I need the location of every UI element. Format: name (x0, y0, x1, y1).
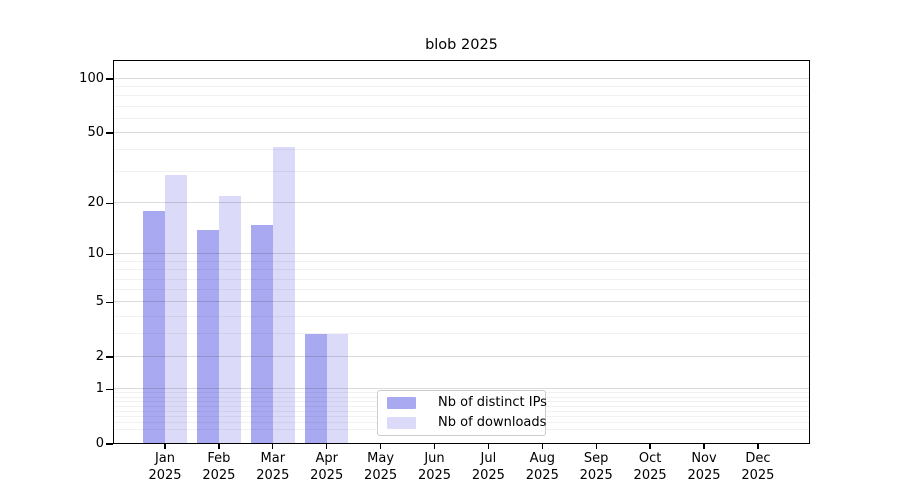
y-tick-mark-5 (106, 301, 113, 303)
legend: Nb of distinct IPs Nb of downloads (377, 390, 547, 436)
x-tick-mark-oct (649, 444, 651, 449)
y-tick-label-1: 1 (95, 381, 104, 397)
gridline-major-50 (113, 132, 810, 133)
x-tick-mark-may (379, 444, 382, 449)
legend-swatch-distinct-ips (387, 397, 416, 409)
x-tick-mark-feb (218, 444, 220, 449)
gridline-minor-4 (113, 315, 810, 317)
y-tick-label-2: 2 (95, 349, 104, 365)
gridline-minor-8 (113, 269, 810, 271)
x-tick-mark-jun (433, 444, 436, 449)
x-tick-label-mar: Mar 2025 (256, 451, 290, 483)
plot-area (113, 60, 810, 444)
x-tick-label-jun: Jun 2025 (417, 451, 452, 483)
x-tick-mark-jan (164, 444, 166, 449)
bar-distinct-ips-apr (304, 334, 327, 444)
bar-downloads-mar (272, 146, 295, 444)
x-tick-mark-dec (757, 444, 759, 449)
y-tick-mark-50 (106, 132, 113, 134)
gridline-major-5 (113, 301, 810, 303)
legend-label-distinct-ips: Nb of distinct IPs (438, 395, 547, 410)
gridline-major-20 (113, 202, 810, 204)
legend-item-distinct-ips: Nb of distinct IPs (387, 393, 547, 413)
y-tick-label-20: 20 (87, 195, 104, 211)
x-tick-label-jul: Jul 2025 (471, 451, 505, 483)
bar-downloads-feb (218, 196, 241, 444)
gridline-minor-30 (113, 171, 810, 173)
x-tick-label-sep: Sep 2025 (579, 451, 613, 483)
y-tick-label-5: 5 (95, 294, 104, 310)
chart-title: blob 2025 (425, 37, 498, 53)
y-tick-label-10: 10 (87, 246, 104, 262)
bar-distinct-ips-mar (251, 224, 273, 444)
gridline-minor-80 (113, 95, 810, 97)
x-tick-label-nov: Nov 2025 (687, 451, 721, 483)
y-tick-mark-2 (106, 356, 113, 358)
bar-distinct-ips-jan (143, 211, 165, 444)
y-tick-label-100: 100 (79, 71, 104, 86)
x-tick-mark-nov (703, 444, 705, 449)
x-tick-label-jan: Jan 2025 (148, 451, 182, 483)
y-tick-label-0: 0 (95, 436, 104, 451)
x-tick-mark-aug (541, 444, 543, 449)
y-tick-label-50: 50 (87, 125, 104, 140)
gridline-major-2 (113, 356, 810, 358)
x-tick-label-dec: Dec 2025 (741, 451, 775, 483)
bar-downloads-apr (326, 334, 349, 444)
y-tick-mark-1 (106, 388, 113, 390)
gridline-minor-6 (113, 289, 810, 291)
gridline-major-1 (113, 388, 810, 390)
y-tick-mark-20 (106, 202, 113, 204)
gridline-minor-70 (113, 105, 810, 107)
gridline-minor-9 (113, 260, 810, 262)
gridline-minor-40 (113, 149, 810, 151)
x-tick-mark-apr (326, 444, 328, 449)
x-tick-label-oct: Oct 2025 (633, 451, 667, 483)
bar-downloads-jan (165, 175, 187, 444)
y-tick-mark-100 (106, 78, 113, 80)
bar-distinct-ips-feb (197, 229, 219, 444)
gridline-minor-3 (113, 333, 810, 335)
y-tick-mark-10 (106, 253, 113, 255)
x-tick-mark-sep (595, 444, 597, 449)
x-tick-mark-mar (272, 444, 274, 449)
legend-item-downloads: Nb of downloads (387, 413, 546, 433)
gridline-minor-90 (113, 86, 810, 88)
gridline-minor-7 (113, 278, 810, 280)
legend-label-downloads: Nb of downloads (438, 415, 547, 430)
x-tick-mark-jul (487, 444, 490, 449)
legend-swatch-downloads (387, 417, 416, 429)
x-tick-label-aug: Aug 2025 (525, 451, 559, 483)
x-tick-label-apr: Apr 2025 (310, 451, 344, 483)
gridline-minor-60 (113, 117, 810, 119)
gridline-major-10 (113, 253, 810, 255)
x-tick-label-may: May 2025 (364, 451, 398, 483)
gridline-major-100 (113, 78, 810, 79)
y-tick-mark-0 (106, 443, 113, 445)
x-tick-label-feb: Feb 2025 (202, 451, 236, 483)
